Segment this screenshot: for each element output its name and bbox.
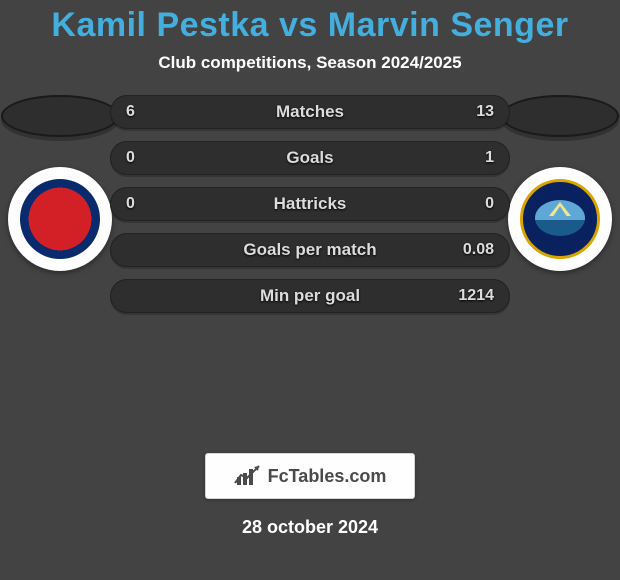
comparison-panel: 6Matches130Goals10Hattricks0Goals per ma…	[0, 95, 620, 435]
stats-list: 6Matches130Goals10Hattricks0Goals per ma…	[110, 95, 510, 313]
stat-label: Goals per match	[110, 240, 510, 260]
stal-logo-icon	[520, 179, 600, 259]
page-title: Kamil Pestka vs Marvin Senger	[0, 0, 620, 45]
stat-row: 0Hattricks0	[110, 187, 510, 221]
subtitle: Club competitions, Season 2024/2025	[0, 53, 620, 73]
chart-icon	[234, 465, 262, 487]
stat-row: Min per goal1214	[110, 279, 510, 313]
stat-right-value: 13	[476, 103, 494, 121]
stat-row: 0Goals1	[110, 141, 510, 175]
stat-label: Goals	[110, 148, 510, 168]
rakow-logo-icon	[20, 179, 100, 259]
player-badge-left	[1, 95, 119, 137]
date-line: 28 october 2024	[0, 517, 620, 538]
stat-right-value: 0.08	[463, 241, 494, 259]
stat-label: Min per goal	[110, 286, 510, 306]
player-badge-right	[501, 95, 619, 137]
left-player-col	[0, 95, 120, 271]
stat-label: Hattricks	[110, 194, 510, 214]
club-logo-left	[8, 167, 112, 271]
right-player-col	[500, 95, 620, 271]
branding-text: FcTables.com	[268, 466, 387, 487]
club-logo-right	[508, 167, 612, 271]
stat-right-value: 1	[485, 149, 494, 167]
stat-row: Goals per match0.08	[110, 233, 510, 267]
branding-box[interactable]: FcTables.com	[205, 453, 415, 499]
stat-right-value: 0	[485, 195, 494, 213]
stat-row: 6Matches13	[110, 95, 510, 129]
stat-right-value: 1214	[458, 287, 494, 305]
stat-label: Matches	[110, 102, 510, 122]
